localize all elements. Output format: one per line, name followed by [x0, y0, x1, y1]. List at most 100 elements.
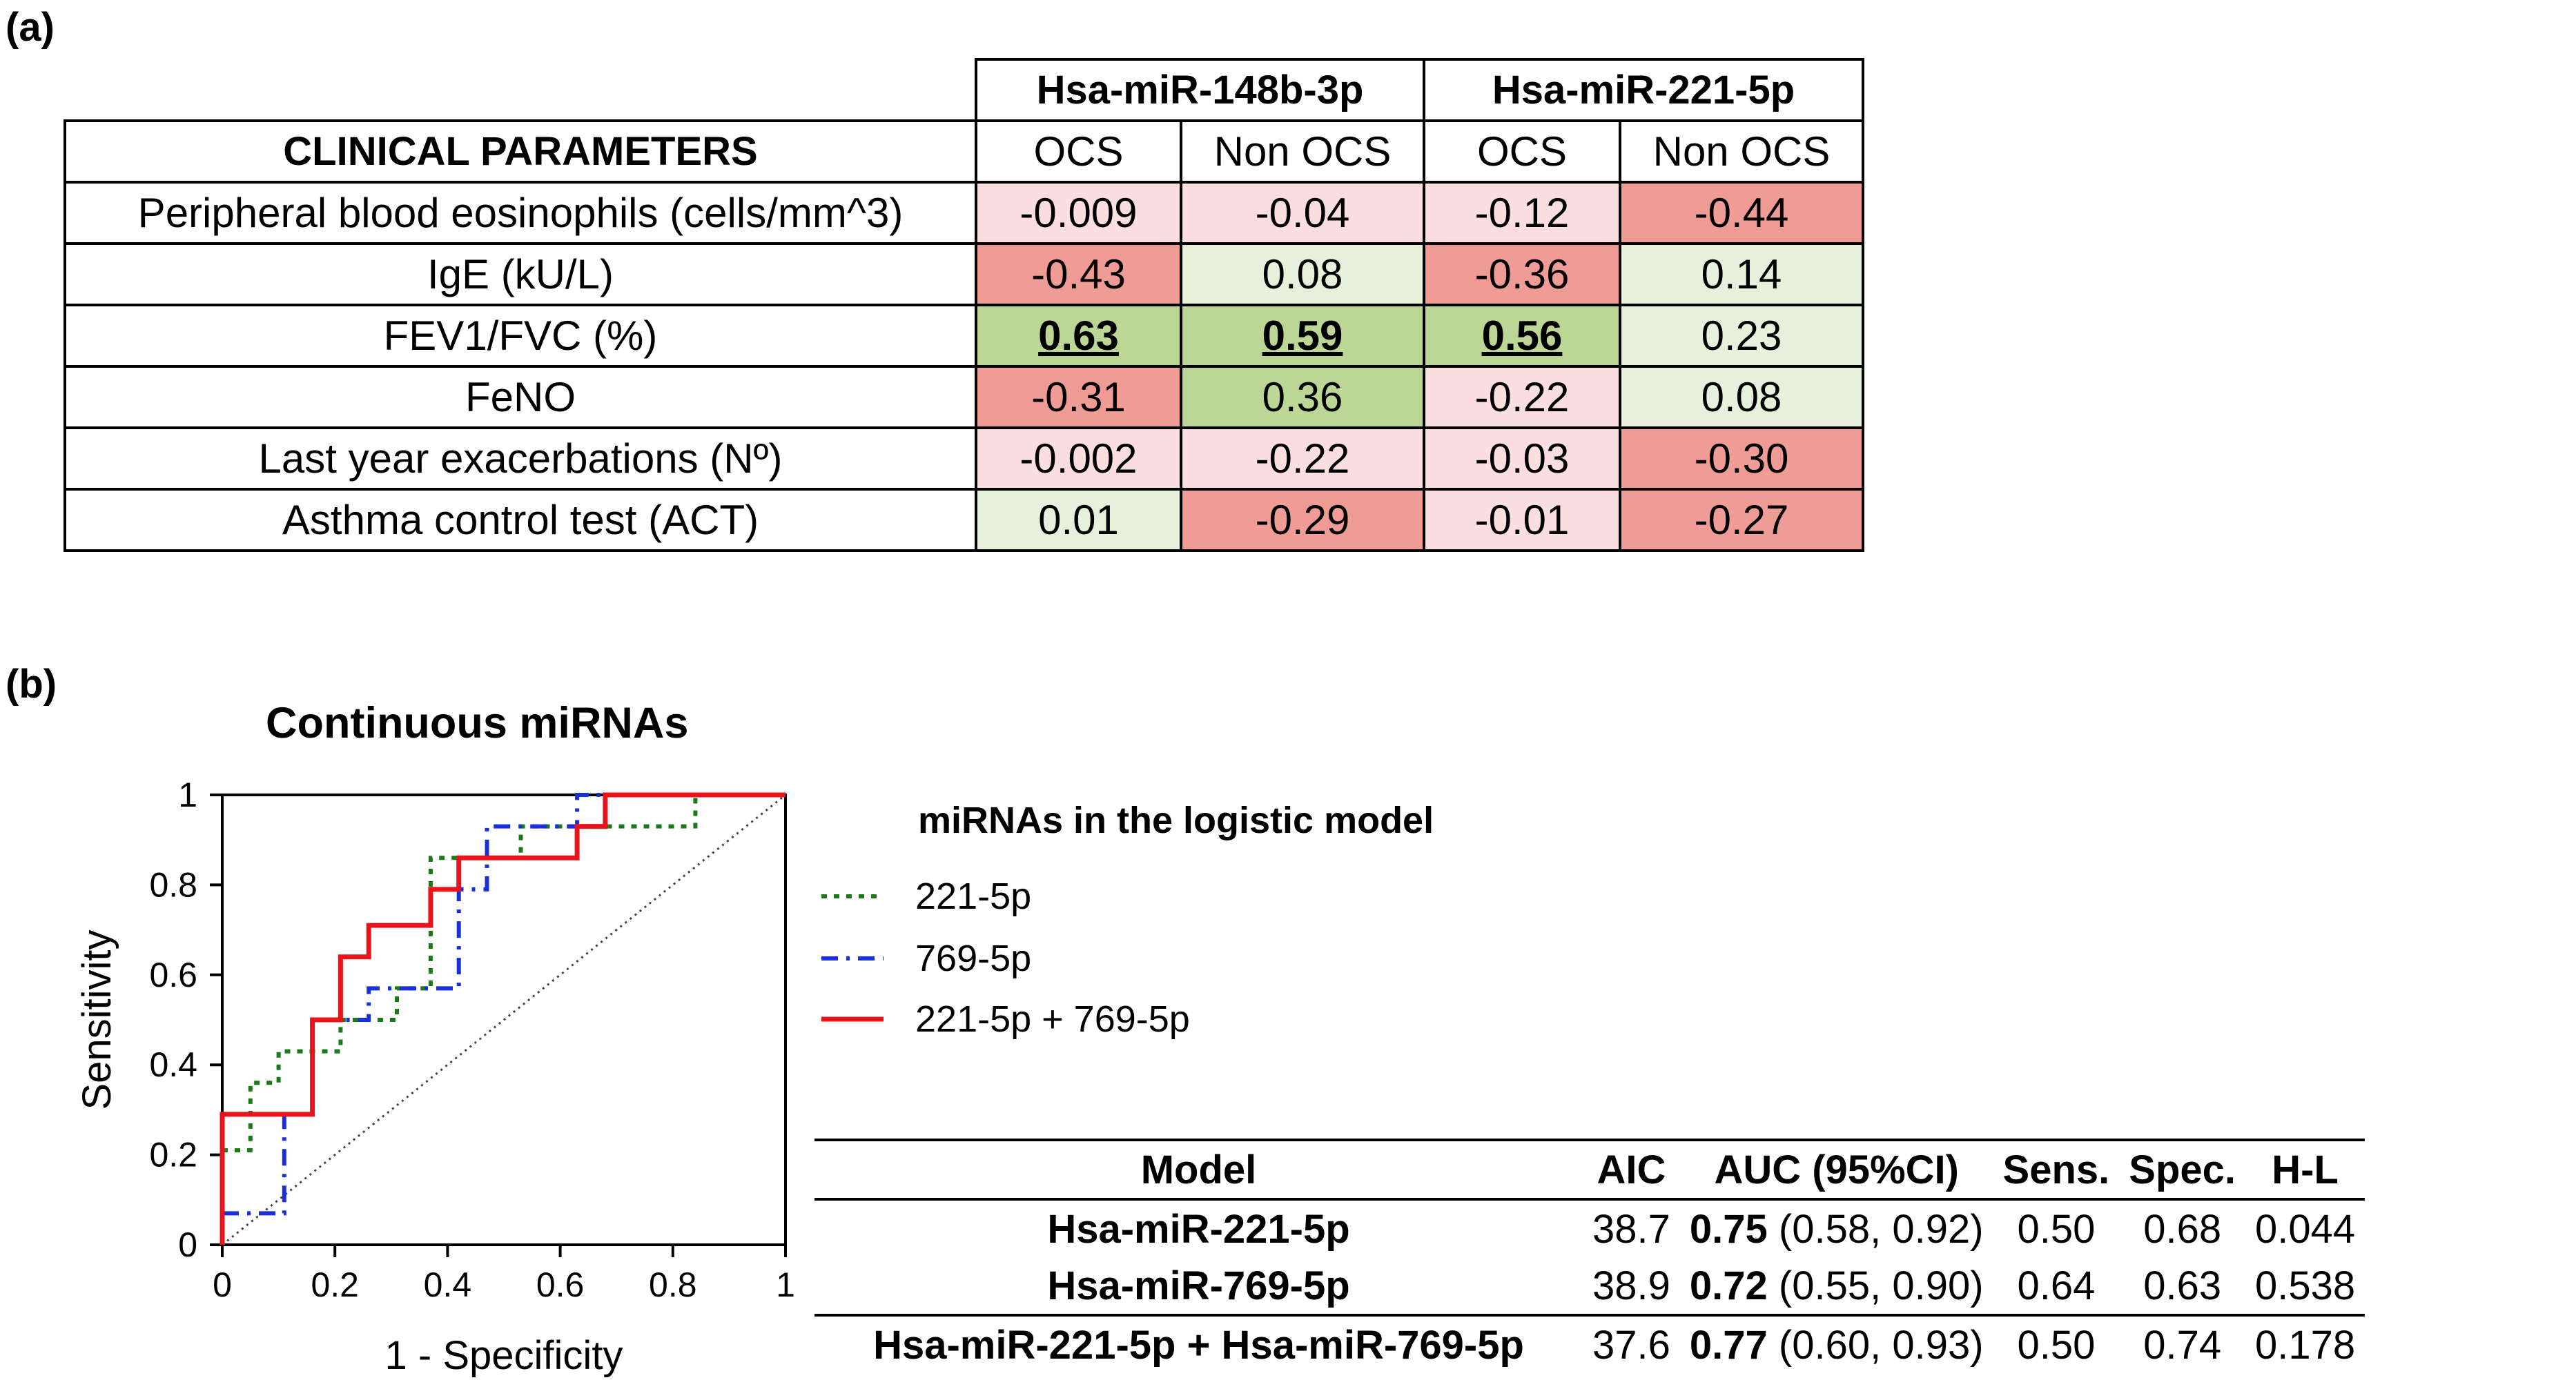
panel-a-label: (a) [6, 5, 55, 50]
parameter-label: Asthma control test (ACT) [64, 488, 977, 552]
auc-value: 0.77 [1689, 1322, 1768, 1368]
group-header-221: Hsa-miR-221-5p [1423, 58, 1864, 122]
parameter-label: FEV1/FVC (%) [64, 304, 977, 368]
y-tick-label: 0.8 [149, 865, 197, 904]
model-name: Hsa-miR-221-5p + Hsa-miR-769-5p [814, 1314, 1583, 1373]
x-axis-label: 1 - Specificity [385, 1333, 623, 1378]
x-tick-label: 1 [776, 1265, 795, 1304]
legend-label: 221-5p [915, 876, 1032, 917]
correlation-cell: -0.31 [975, 365, 1182, 429]
spec-value: 0.63 [2143, 1263, 2222, 1308]
correlation-cell: -0.22 [1423, 365, 1621, 429]
subheader: Non OCS [1619, 119, 1864, 184]
model-name: Hsa-miR-221-5p [1047, 1206, 1350, 1252]
correlation-cell: -0.22 [1180, 426, 1425, 491]
col-header-auc: AUC (95%CI) [1679, 1139, 1993, 1201]
auc-ci: (0.58, 0.92) [1778, 1206, 1984, 1252]
plot-frame [221, 794, 787, 1246]
col-header-aic: AIC [1583, 1139, 1680, 1201]
y-tick-label: 1 [178, 776, 197, 814]
correlation-cell: -0.44 [1619, 181, 1864, 245]
correlation-cell: -0.01 [1423, 488, 1621, 552]
x-tick-label: 0.8 [649, 1265, 697, 1304]
col-header-hl: H-L [2245, 1139, 2365, 1201]
heatmap-row: FEV1/FVC (%) 0.63 0.59 0.56 0.23 [64, 304, 1864, 368]
correlation-cell: 0.08 [1180, 242, 1425, 306]
model-table-header-row: Model AIC AUC (95%CI) Sens. Spec. H-L [814, 1139, 2365, 1201]
x-tick-label: 0.6 [536, 1265, 585, 1304]
subheader: OCS [1423, 119, 1621, 184]
roc-curve-combined [219, 792, 786, 1245]
correlation-cell: -0.30 [1619, 426, 1864, 491]
legend-label: 221-5p + 769-5p [915, 998, 1190, 1040]
sens-value: 0.50 [1993, 1314, 2120, 1373]
model-row: Hsa-miR-221-5p + Hsa-miR-769-5p 37.6 0.77 … [814, 1314, 2365, 1373]
legend-swatch-dotted-green [821, 894, 884, 898]
y-tick-label: 0 [178, 1225, 197, 1264]
correlation-cell: 0.59 [1180, 304, 1425, 368]
model-row: Hsa-miR-221-5p 38.7 0.75 (0.58, 0.92) 0.50 0… [814, 1199, 2365, 1257]
col-header-sens: Sens. [1993, 1139, 2120, 1201]
sens-value: 0.50 [2017, 1206, 2096, 1252]
sens-value: 0.64 [2017, 1263, 2096, 1308]
correlation-cell: 0.14 [1619, 242, 1864, 306]
aic-value: 37.6 [1583, 1314, 1680, 1373]
subheader-row: CLINICAL PARAMETERS OCS Non OCS OCS Non … [64, 119, 1864, 184]
correlation-cell: 0.63 [975, 304, 1182, 368]
x-tick-label: 0.2 [311, 1265, 359, 1304]
correlation-heatmap-table: Hsa-miR-148b-3p Hsa-miR-221-5p CLINICAL … [64, 58, 1864, 552]
heatmap-row: Last year exacerbations (Nº) -0.002 -0.22-… [64, 426, 1864, 491]
subheader: OCS [975, 119, 1182, 184]
parameter-label: IgE (kU/L) [64, 242, 977, 306]
chance-diagonal [222, 794, 786, 1246]
col-header-model: Model [814, 1139, 1583, 1201]
panel-b-label: (b) [6, 662, 57, 707]
y-tick-label: 0.4 [149, 1045, 197, 1084]
auc-value: 0.75 [1689, 1206, 1768, 1252]
correlation-cell: -0.27 [1619, 488, 1864, 552]
auc-cell: 0.77 (0.60, 0.93) [1679, 1314, 1993, 1373]
legend-swatch-solid-red [821, 1016, 884, 1022]
y-tick-label: 0.6 [149, 956, 197, 994]
model-name: Hsa-miR-769-5p [1047, 1263, 1350, 1308]
correlation-cell: 0.36 [1180, 365, 1425, 429]
aic-value: 38.9 [1592, 1263, 1670, 1308]
auc-ci: (0.60, 0.93) [1778, 1322, 1984, 1368]
correlation-cell: -0.29 [1180, 488, 1425, 552]
spec-value: 0.74 [2119, 1314, 2246, 1373]
clinical-parameters-header: CLINICAL PARAMETERS [64, 119, 977, 184]
roc-chart: 0 0.2 0.4 0.6 0.8 1 0 0.2 0.4 0.6 0.8 1 1 - Specific… [75, 776, 795, 1378]
legend-item-combined: 221-5p + 769-5p [821, 998, 1190, 1041]
parameter-label: Peripheral blood eosinophils (cells/mm^3… [64, 181, 977, 245]
correlation-cell: 0.23 [1619, 304, 1864, 368]
model-table-body: Hsa-miR-221-5p 38.7 0.75 (0.58, 0.92) 0.50 0… [814, 1199, 2365, 1373]
correlation-cell: -0.009 [975, 181, 1182, 245]
x-tick-label: 0.4 [424, 1265, 472, 1304]
legend-title: miRNAs in the logistic model [918, 800, 1434, 841]
roc-chart-title: Continuous miRNAs [266, 699, 689, 747]
legend-item-769: 769-5p [821, 937, 1031, 980]
heatmap-row: Asthma control test (ACT) 0.01 -0.29 -0.01-… [64, 488, 1864, 552]
correlation-cell: -0.12 [1423, 181, 1621, 245]
hl-value: 0.538 [2255, 1263, 2356, 1308]
parameter-label: FeNO [64, 365, 977, 429]
group-header-row: Hsa-miR-148b-3p Hsa-miR-221-5p [65, 58, 1864, 122]
col-header-spec: Spec. [2119, 1139, 2246, 1201]
group-header-148b: Hsa-miR-148b-3p [975, 58, 1425, 122]
roc-curve-221-5p [222, 793, 786, 1153]
aic-value: 38.7 [1592, 1206, 1670, 1252]
auc-cell: 0.75 (0.58, 0.92) [1680, 1199, 1993, 1257]
heatmap-row: IgE (kU/L) -0.43 0.08 -0.36 0.14 [64, 242, 1864, 306]
correlation-cell: -0.03 [1423, 426, 1621, 491]
hl-value: 0.044 [2255, 1206, 2356, 1252]
heatmap-row: Peripheral blood eosinophils (cells/mm^3… [64, 181, 1864, 245]
correlation-cell: -0.36 [1423, 242, 1621, 306]
y-tick-label: 0.2 [149, 1136, 197, 1174]
y-axis-label: Sensitivity [75, 929, 119, 1110]
legend-swatch-dashdot-blue [821, 956, 884, 961]
auc-cell: 0.72 (0.55, 0.90) [1680, 1257, 1993, 1315]
heatmap-row: FeNO -0.31 0.36 -0.22 0.08 [64, 365, 1864, 429]
spec-value: 0.68 [2143, 1206, 2222, 1252]
correlation-cell: -0.002 [975, 426, 1182, 491]
correlation-cell: 0.56 [1423, 304, 1621, 368]
